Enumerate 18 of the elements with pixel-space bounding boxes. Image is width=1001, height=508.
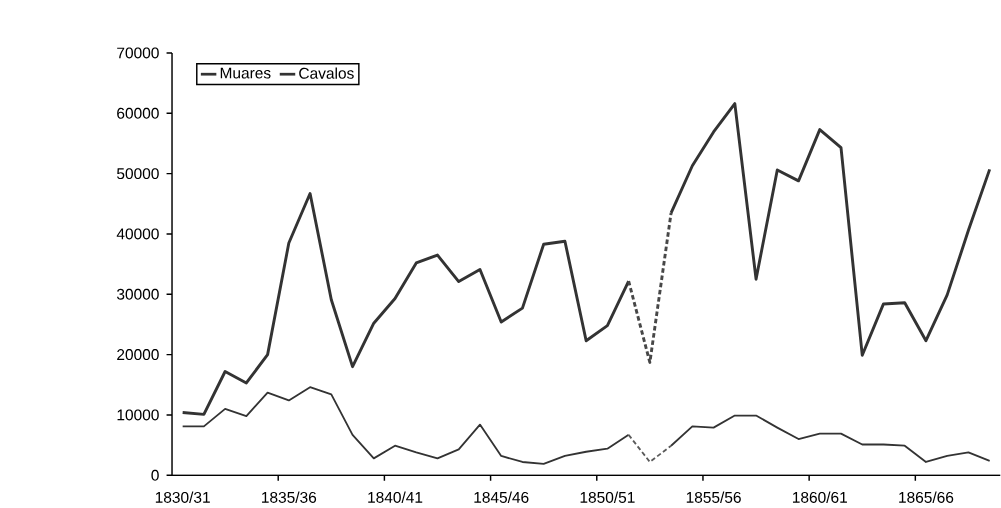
x-tick-label: 1850/51 xyxy=(580,491,635,503)
y-tick-label: 40000 xyxy=(116,228,159,240)
x-tick-label: 1860/61 xyxy=(792,491,847,503)
y-tick-label: 30000 xyxy=(116,288,159,300)
x-tick-label: 1845/46 xyxy=(474,491,529,503)
y-tick-label: 0 xyxy=(151,469,159,481)
x-tick-label: 1835/36 xyxy=(262,491,317,503)
legend-label: Muares xyxy=(220,67,271,79)
x-tick-label: 1830/31 xyxy=(155,491,210,503)
legend-label: Cavalos xyxy=(299,67,354,79)
y-tick-label: 20000 xyxy=(117,349,159,361)
y-tick-label: 60000 xyxy=(117,107,159,119)
y-tick-label: 50000 xyxy=(117,168,159,180)
y-tick-label: 70000 xyxy=(117,47,159,59)
x-tick-label: 1840/41 xyxy=(368,491,423,503)
x-tick-label: 1855/56 xyxy=(686,491,741,503)
y-tick-label: 10000 xyxy=(117,409,159,421)
x-tick-label: 1865/66 xyxy=(899,491,954,503)
